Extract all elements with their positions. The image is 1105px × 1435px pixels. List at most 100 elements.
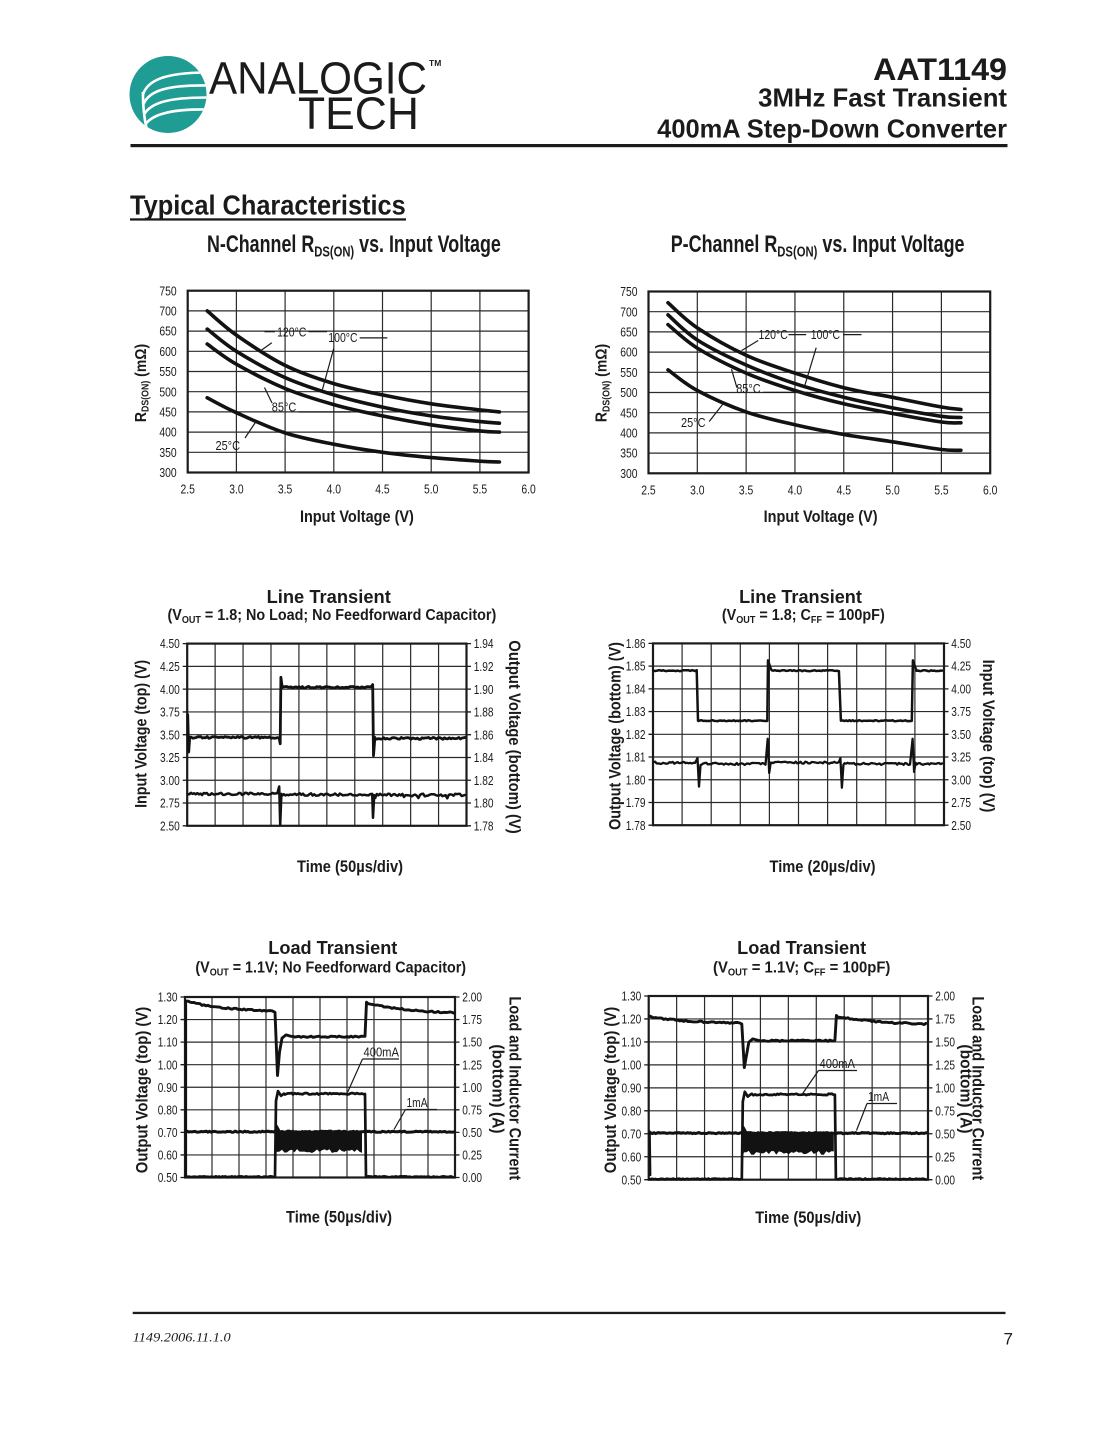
svg-text:1.25: 1.25	[935, 1058, 955, 1073]
svg-text:RDS(ON) (mΩ): RDS(ON) (mΩ)	[594, 344, 612, 422]
svg-text:2.00: 2.00	[462, 990, 482, 1005]
svg-text:2.5: 2.5	[641, 482, 656, 498]
svg-text:3MHz Fast Transient: 3MHz Fast Transient	[758, 85, 1007, 113]
svg-text:1.25: 1.25	[462, 1058, 482, 1073]
svg-text:Input Voltage (V): Input Voltage (V)	[764, 508, 878, 526]
svg-text:6.0: 6.0	[521, 481, 536, 497]
svg-text:1.79: 1.79	[626, 796, 646, 811]
svg-text:700: 700	[620, 304, 638, 320]
svg-text:450: 450	[620, 405, 638, 421]
svg-text:Load Transient: Load Transient	[268, 937, 397, 958]
svg-text:1.81: 1.81	[626, 750, 646, 765]
svg-text:0.00: 0.00	[462, 1171, 482, 1186]
svg-text:Input Voltage (top) (V): Input Voltage (top) (V)	[979, 660, 997, 813]
svg-text:Output Voltage (bottom) (V): Output Voltage (bottom) (V)	[607, 642, 625, 830]
svg-text:1.20: 1.20	[158, 1013, 178, 1028]
svg-text:1.90: 1.90	[474, 683, 494, 698]
svg-text:750: 750	[159, 283, 177, 299]
svg-text:2.50: 2.50	[951, 819, 971, 834]
svg-text:100°C: 100°C	[811, 329, 840, 342]
svg-text:1.00: 1.00	[622, 1058, 642, 1073]
svg-text:7: 7	[1004, 1330, 1013, 1349]
svg-text:4.50: 4.50	[951, 637, 971, 652]
svg-text:120°C: 120°C	[277, 327, 306, 340]
svg-text:1.83: 1.83	[626, 705, 646, 720]
svg-text:400mA: 400mA	[364, 1045, 399, 1060]
svg-text:1.50: 1.50	[935, 1035, 955, 1050]
svg-text:(bottom) (A): (bottom) (A)	[488, 1044, 506, 1133]
svg-text:550: 550	[620, 365, 638, 381]
svg-text:TECH: TECH	[298, 90, 419, 139]
svg-text:Load Transient: Load Transient	[737, 937, 866, 958]
svg-text:1.80: 1.80	[474, 796, 494, 811]
svg-text:Line Transient: Line Transient	[739, 586, 862, 607]
svg-text:0.50: 0.50	[622, 1173, 642, 1188]
svg-text:4.0: 4.0	[788, 482, 803, 498]
svg-text:ANALOGIC: ANALOGIC	[209, 54, 427, 104]
svg-text:650: 650	[159, 323, 177, 339]
svg-text:1.20: 1.20	[622, 1012, 642, 1027]
svg-text:1.78: 1.78	[626, 819, 646, 834]
svg-text:6.0: 6.0	[983, 482, 998, 498]
svg-text:5.5: 5.5	[934, 482, 949, 498]
svg-text:(VOUT = 1.8; CFF = 100pF): (VOUT = 1.8; CFF = 100pF)	[722, 608, 885, 625]
svg-text:450: 450	[159, 404, 177, 420]
svg-text:0.75: 0.75	[935, 1104, 955, 1119]
svg-text:Time (50µs/div): Time (50µs/div)	[297, 858, 403, 876]
svg-text:1.94: 1.94	[474, 637, 494, 652]
svg-text:550: 550	[159, 364, 177, 380]
svg-text:400: 400	[620, 425, 638, 441]
svg-text:1mA: 1mA	[407, 1097, 428, 1110]
svg-text:5.5: 5.5	[473, 481, 488, 497]
svg-text:85°C: 85°C	[736, 382, 761, 396]
svg-text:3.00: 3.00	[160, 774, 180, 789]
svg-text:25°C: 25°C	[216, 439, 241, 453]
svg-text:3.75: 3.75	[951, 705, 971, 720]
svg-text:0.60: 0.60	[622, 1150, 642, 1165]
svg-text:1.84: 1.84	[474, 751, 494, 766]
svg-text:1.82: 1.82	[626, 728, 646, 743]
svg-text:4.25: 4.25	[951, 659, 971, 674]
svg-text:0.90: 0.90	[158, 1081, 178, 1096]
svg-text:3.75: 3.75	[160, 705, 180, 720]
svg-text:1.92: 1.92	[474, 660, 494, 675]
svg-text:3.0: 3.0	[229, 481, 244, 497]
svg-text:Output Voltage (top) (V): Output Voltage (top) (V)	[602, 1007, 620, 1173]
svg-text:1.75: 1.75	[462, 1013, 482, 1028]
svg-text:2.5: 2.5	[180, 481, 195, 497]
svg-text:3.0: 3.0	[690, 482, 705, 498]
svg-text:5.0: 5.0	[885, 482, 900, 498]
svg-text:4.25: 4.25	[160, 660, 180, 675]
svg-text:1.00: 1.00	[935, 1081, 955, 1096]
svg-text:1.50: 1.50	[462, 1035, 482, 1050]
svg-text:1.00: 1.00	[158, 1058, 178, 1073]
svg-text:0.00: 0.00	[935, 1173, 955, 1188]
svg-text:1.80: 1.80	[626, 773, 646, 788]
svg-text:Input Voltage (top) (V): Input Voltage (top) (V)	[133, 660, 151, 808]
svg-text:0.25: 0.25	[462, 1148, 482, 1163]
svg-text:Load and Inductor Current: Load and Inductor Current	[968, 996, 986, 1180]
svg-text:P-Channel RDS(ON) vs. Input Vo: P-Channel RDS(ON) vs. Input Voltage	[671, 232, 965, 260]
svg-text:Output Voltage (bottom) (V): Output Voltage (bottom) (V)	[505, 640, 523, 833]
svg-text:700: 700	[159, 303, 177, 319]
svg-text:0.75: 0.75	[462, 1103, 482, 1118]
svg-text:4.00: 4.00	[951, 682, 971, 697]
svg-text:600: 600	[159, 344, 177, 360]
svg-text:3.25: 3.25	[160, 751, 180, 766]
svg-text:1.86: 1.86	[626, 637, 646, 652]
svg-text:4.50: 4.50	[160, 637, 180, 652]
svg-text:300: 300	[159, 465, 177, 481]
svg-text:4.0: 4.0	[327, 481, 342, 497]
svg-text:Time (50µs/div): Time (50µs/div)	[755, 1209, 861, 1227]
svg-text:100°C: 100°C	[328, 332, 357, 345]
svg-text:2.75: 2.75	[951, 796, 971, 811]
svg-text:Input Voltage (V): Input Voltage (V)	[300, 508, 414, 526]
svg-text:Load and Inductor Current: Load and Inductor Current	[505, 996, 523, 1180]
svg-text:0.50: 0.50	[935, 1127, 955, 1142]
svg-text:600: 600	[620, 344, 638, 360]
svg-text:Time (20µs/div): Time (20µs/div)	[770, 858, 876, 876]
svg-text:400mA Step-Down Converter: 400mA Step-Down Converter	[657, 115, 1007, 143]
svg-text:350: 350	[620, 445, 638, 461]
svg-text:1149.2006.11.1.0: 1149.2006.11.1.0	[133, 1330, 231, 1344]
svg-text:0.50: 0.50	[462, 1126, 482, 1141]
